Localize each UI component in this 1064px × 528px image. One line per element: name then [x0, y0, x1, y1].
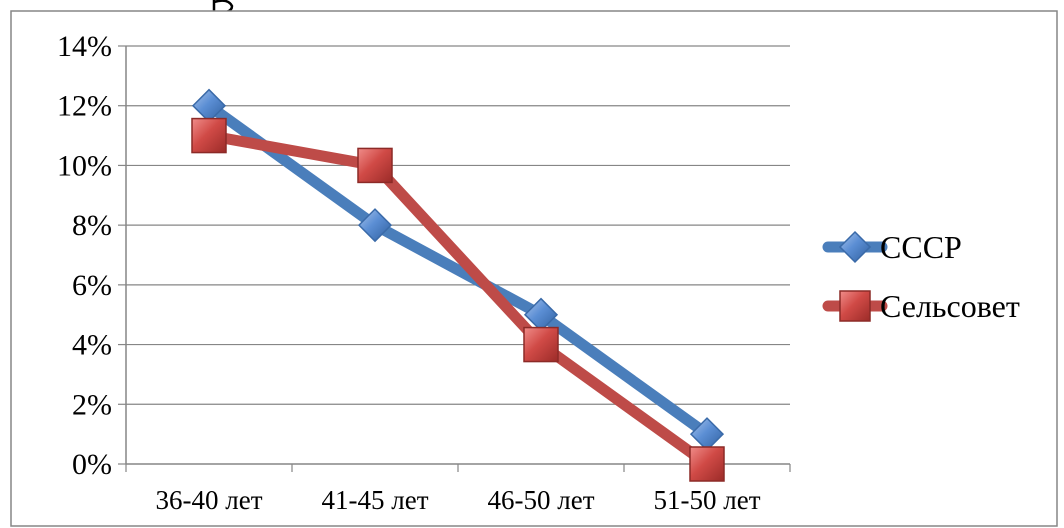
data-point-selsovet — [357, 147, 393, 184]
series-markers — [191, 88, 725, 482]
legend-marker-diamond — [838, 230, 872, 264]
legend-marker-diamond-shape — [838, 230, 872, 264]
x-tick-label: 51-50 лет — [654, 485, 761, 515]
y-tick-label: 8% — [72, 209, 112, 242]
series-lines — [203, 100, 713, 470]
legend-item-selsovet: Сельсовет — [822, 288, 1020, 324]
data-point-selsovet-shape — [357, 147, 393, 184]
y-tick-label: 2% — [72, 388, 112, 421]
gridlines — [126, 45, 790, 405]
x-tick-labels: 36-40 лет 41-45 лет 46-50 лет 51-50 лет — [156, 485, 761, 515]
data-point-selsovet — [689, 446, 725, 482]
data-point-selsovet-shape — [191, 117, 227, 154]
data-point-selsovet — [523, 326, 559, 363]
data-point-ussr-shape — [357, 208, 393, 243]
legend-label: СССР — [880, 229, 962, 265]
y-tick-label: 4% — [72, 329, 112, 362]
series-line-selsovet — [203, 130, 713, 470]
axes — [118, 45, 791, 472]
data-point-ussr — [357, 208, 393, 243]
legend-item-ussr: СССР — [822, 229, 962, 265]
legend-marker-square — [839, 290, 871, 322]
x-tick-label: 46-50 лет — [488, 485, 595, 515]
data-point-selsovet-shape — [689, 446, 725, 482]
x-tick-label: 36-40 лет — [156, 485, 263, 515]
x-tick-label: 41-45 лет — [322, 485, 429, 515]
legend-marker-square-shape — [839, 290, 871, 322]
chart-border — [10, 10, 1058, 527]
legend-label: Сельсовет — [880, 288, 1020, 324]
y-tick-label: 6% — [72, 269, 112, 302]
legend: СССР Сельсовет — [822, 229, 1020, 324]
y-tick-labels: 0% 2% 4% 6% 8% 10% 12% 14% — [57, 30, 112, 481]
y-tick-label: 0% — [72, 448, 112, 481]
data-point-selsovet — [191, 117, 227, 154]
series-line-ussr — [203, 100, 713, 440]
y-tick-label: 10% — [57, 149, 112, 182]
y-tick-label: 14% — [57, 30, 112, 63]
data-point-selsovet-shape — [523, 326, 559, 363]
y-tick-label: 12% — [57, 90, 112, 123]
